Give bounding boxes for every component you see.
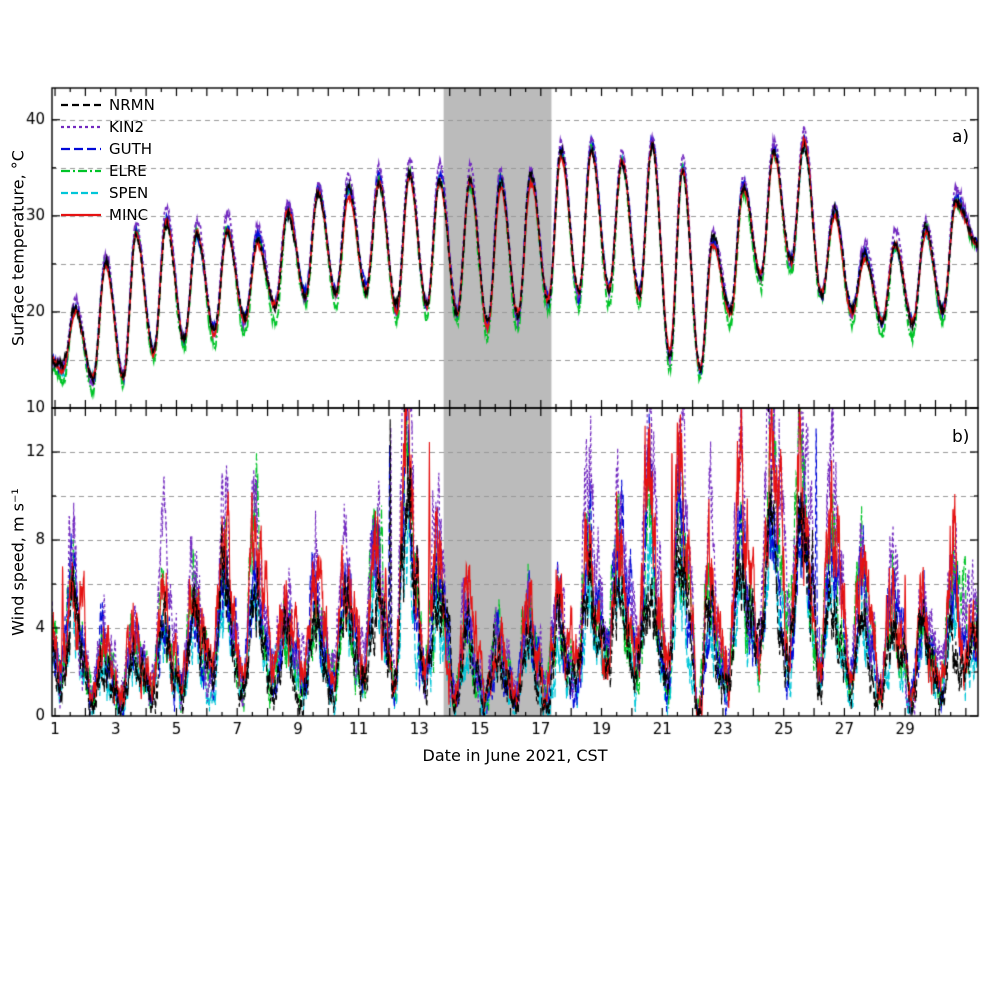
legend-label: NRMN [109, 96, 155, 114]
legend-label: KIN2 [109, 118, 145, 136]
panel-label-a: a) [952, 127, 970, 147]
legend-item-nrmn: NRMN [60, 94, 155, 116]
legend-item-kin2: KIN2 [60, 116, 155, 138]
legend-item-guth: GUTH [60, 138, 155, 160]
legend-item-elre: ELRE [60, 160, 155, 182]
legend-line-nrmn [61, 103, 101, 107]
legend: NRMN KIN2 GUTH ELRE SPEN MINC [60, 94, 155, 226]
y-axis-label-wind: Wind speed, m s⁻¹ [8, 488, 28, 636]
panel-label-b: b) [952, 427, 970, 447]
y-axis-label-temperature: Surface temperature, °C [8, 150, 28, 346]
legend-label: MINC [109, 206, 149, 224]
legend-line-kin2 [61, 125, 101, 129]
legend-item-minc: MINC [60, 204, 155, 226]
legend-line-minc [61, 213, 101, 217]
legend-line-spen [61, 191, 101, 195]
legend-line-elre [61, 169, 101, 173]
legend-label: GUTH [109, 140, 153, 158]
legend-label: ELRE [109, 162, 147, 180]
legend-item-spen: SPEN [60, 182, 155, 204]
legend-line-guth [61, 147, 101, 151]
x-axis-label: Date in June 2021, CST [422, 746, 608, 765]
legend-label: SPEN [109, 184, 149, 202]
